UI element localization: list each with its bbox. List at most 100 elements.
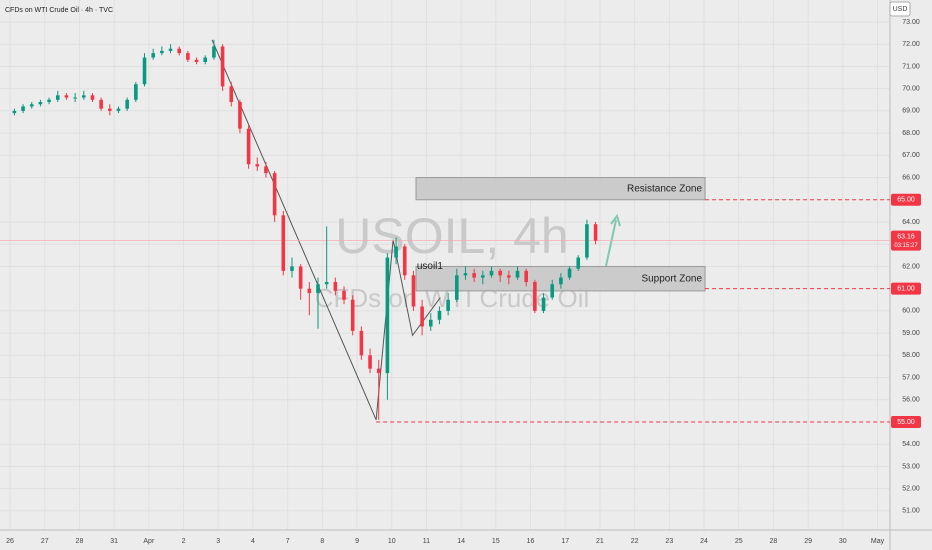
candle-body [428, 319, 433, 327]
x-tick-label: 3 [216, 538, 220, 545]
x-tick-label: 10 [388, 538, 396, 545]
x-tick-label: 14 [457, 538, 465, 545]
candle-body [272, 173, 277, 216]
candle-body [186, 53, 190, 60]
x-tick-label: 24 [700, 538, 708, 545]
candle-body [307, 288, 312, 294]
candle-body [12, 110, 17, 114]
zone-label: Resistance Zone [627, 183, 702, 194]
x-tick-label: 31 [110, 538, 118, 545]
y-tick-label: 62.00 [902, 263, 920, 270]
candle-body [160, 50, 164, 54]
projection-arrow [605, 213, 621, 267]
candle-body [255, 164, 260, 167]
candle-body [298, 266, 303, 289]
x-tick-label: 17 [561, 538, 569, 545]
candle-body [533, 282, 537, 311]
candle-body [515, 270, 520, 278]
x-tick-label: 26 [6, 538, 14, 545]
trendline [375, 239, 441, 420]
x-tick-label: 7 [286, 538, 290, 545]
level-box [891, 282, 921, 295]
level-box [891, 193, 921, 206]
y-tick-label: 56.00 [902, 397, 920, 404]
candle-body [437, 310, 442, 320]
y-tick-label: 53.00 [902, 463, 920, 470]
candle-body [29, 104, 34, 107]
zone [415, 177, 706, 201]
candle-body [394, 246, 398, 258]
candle-body [73, 97, 77, 99]
y-tick-label: 68.00 [902, 130, 920, 137]
candle-body [489, 270, 494, 276]
y-tick-label: 58.00 [902, 352, 920, 359]
candle-body [55, 95, 60, 100]
y-tick-label: 60.00 [902, 308, 920, 315]
y-tick-label: 59.00 [902, 330, 920, 337]
level-label: 65.00 [897, 197, 915, 204]
x-tick-label: 4 [251, 538, 255, 545]
candle-body [402, 246, 407, 276]
x-tick-label: 16 [527, 538, 535, 545]
level-label: 61.00 [897, 286, 915, 293]
x-tick-label: 2 [182, 538, 186, 545]
candle-body [368, 355, 372, 369]
y-tick-label: 70.00 [902, 86, 920, 93]
candle-body [316, 284, 320, 294]
candle-body [290, 266, 294, 271]
x-tick-label: May [871, 538, 885, 545]
y-tick-label: 71.00 [902, 63, 920, 70]
candle-body [324, 282, 329, 285]
candle-body [99, 99, 103, 109]
candle-body [151, 53, 155, 58]
candle-body [463, 273, 468, 276]
y-tick-label: 64.00 [902, 219, 920, 226]
x-tick-label: 22 [631, 538, 639, 545]
candle-body [194, 59, 199, 62]
candle-body [168, 48, 173, 51]
last-price-box [891, 230, 921, 251]
y-tick-label: 51.00 [902, 508, 920, 515]
candle-body [359, 330, 364, 356]
candle-body [446, 299, 450, 311]
x-tick-label: Apr [143, 538, 155, 545]
candle-body [585, 224, 589, 258]
level-box [891, 416, 921, 428]
x-tick-label: 25 [735, 538, 743, 545]
chart-title: CFDs on WTI Crude Oil · 4h · TVC [5, 7, 113, 14]
candle-body [420, 306, 424, 327]
candle-body [550, 284, 555, 298]
x-tick-label: 28 [76, 538, 84, 545]
x-tick-label: 30 [839, 538, 847, 545]
y-tick-label: 66.00 [902, 174, 920, 181]
candle-body [567, 268, 572, 278]
candle-body [246, 128, 251, 165]
candle-body [38, 102, 43, 105]
x-tick-label: 21 [596, 538, 604, 545]
currency-box[interactable] [889, 1, 911, 17]
y-tick-label: 54.00 [902, 441, 920, 448]
candle-body [90, 95, 95, 100]
candle-body [507, 275, 511, 278]
x-tick-label: 8 [320, 538, 324, 545]
candle-body [454, 275, 459, 300]
candle-body [481, 275, 485, 278]
y-tick-label: 52.00 [902, 486, 920, 493]
candle-body [108, 108, 112, 111]
candle-body [229, 86, 234, 102]
candle-body [212, 46, 216, 58]
candle-body [350, 299, 355, 331]
candle-body [116, 108, 121, 111]
candle-body [385, 257, 390, 374]
candle-body [177, 48, 182, 54]
level-label: 55.00 [897, 419, 915, 426]
candle-body [541, 297, 546, 311]
zone-label: Support Zone [641, 273, 702, 284]
countdown: 03:15:27 [894, 243, 918, 249]
candle-body [281, 215, 286, 271]
candle-body [376, 368, 381, 374]
y-tick-label: 69.00 [902, 108, 920, 115]
candle-body [472, 273, 476, 278]
x-tick-label: 27 [41, 538, 49, 545]
